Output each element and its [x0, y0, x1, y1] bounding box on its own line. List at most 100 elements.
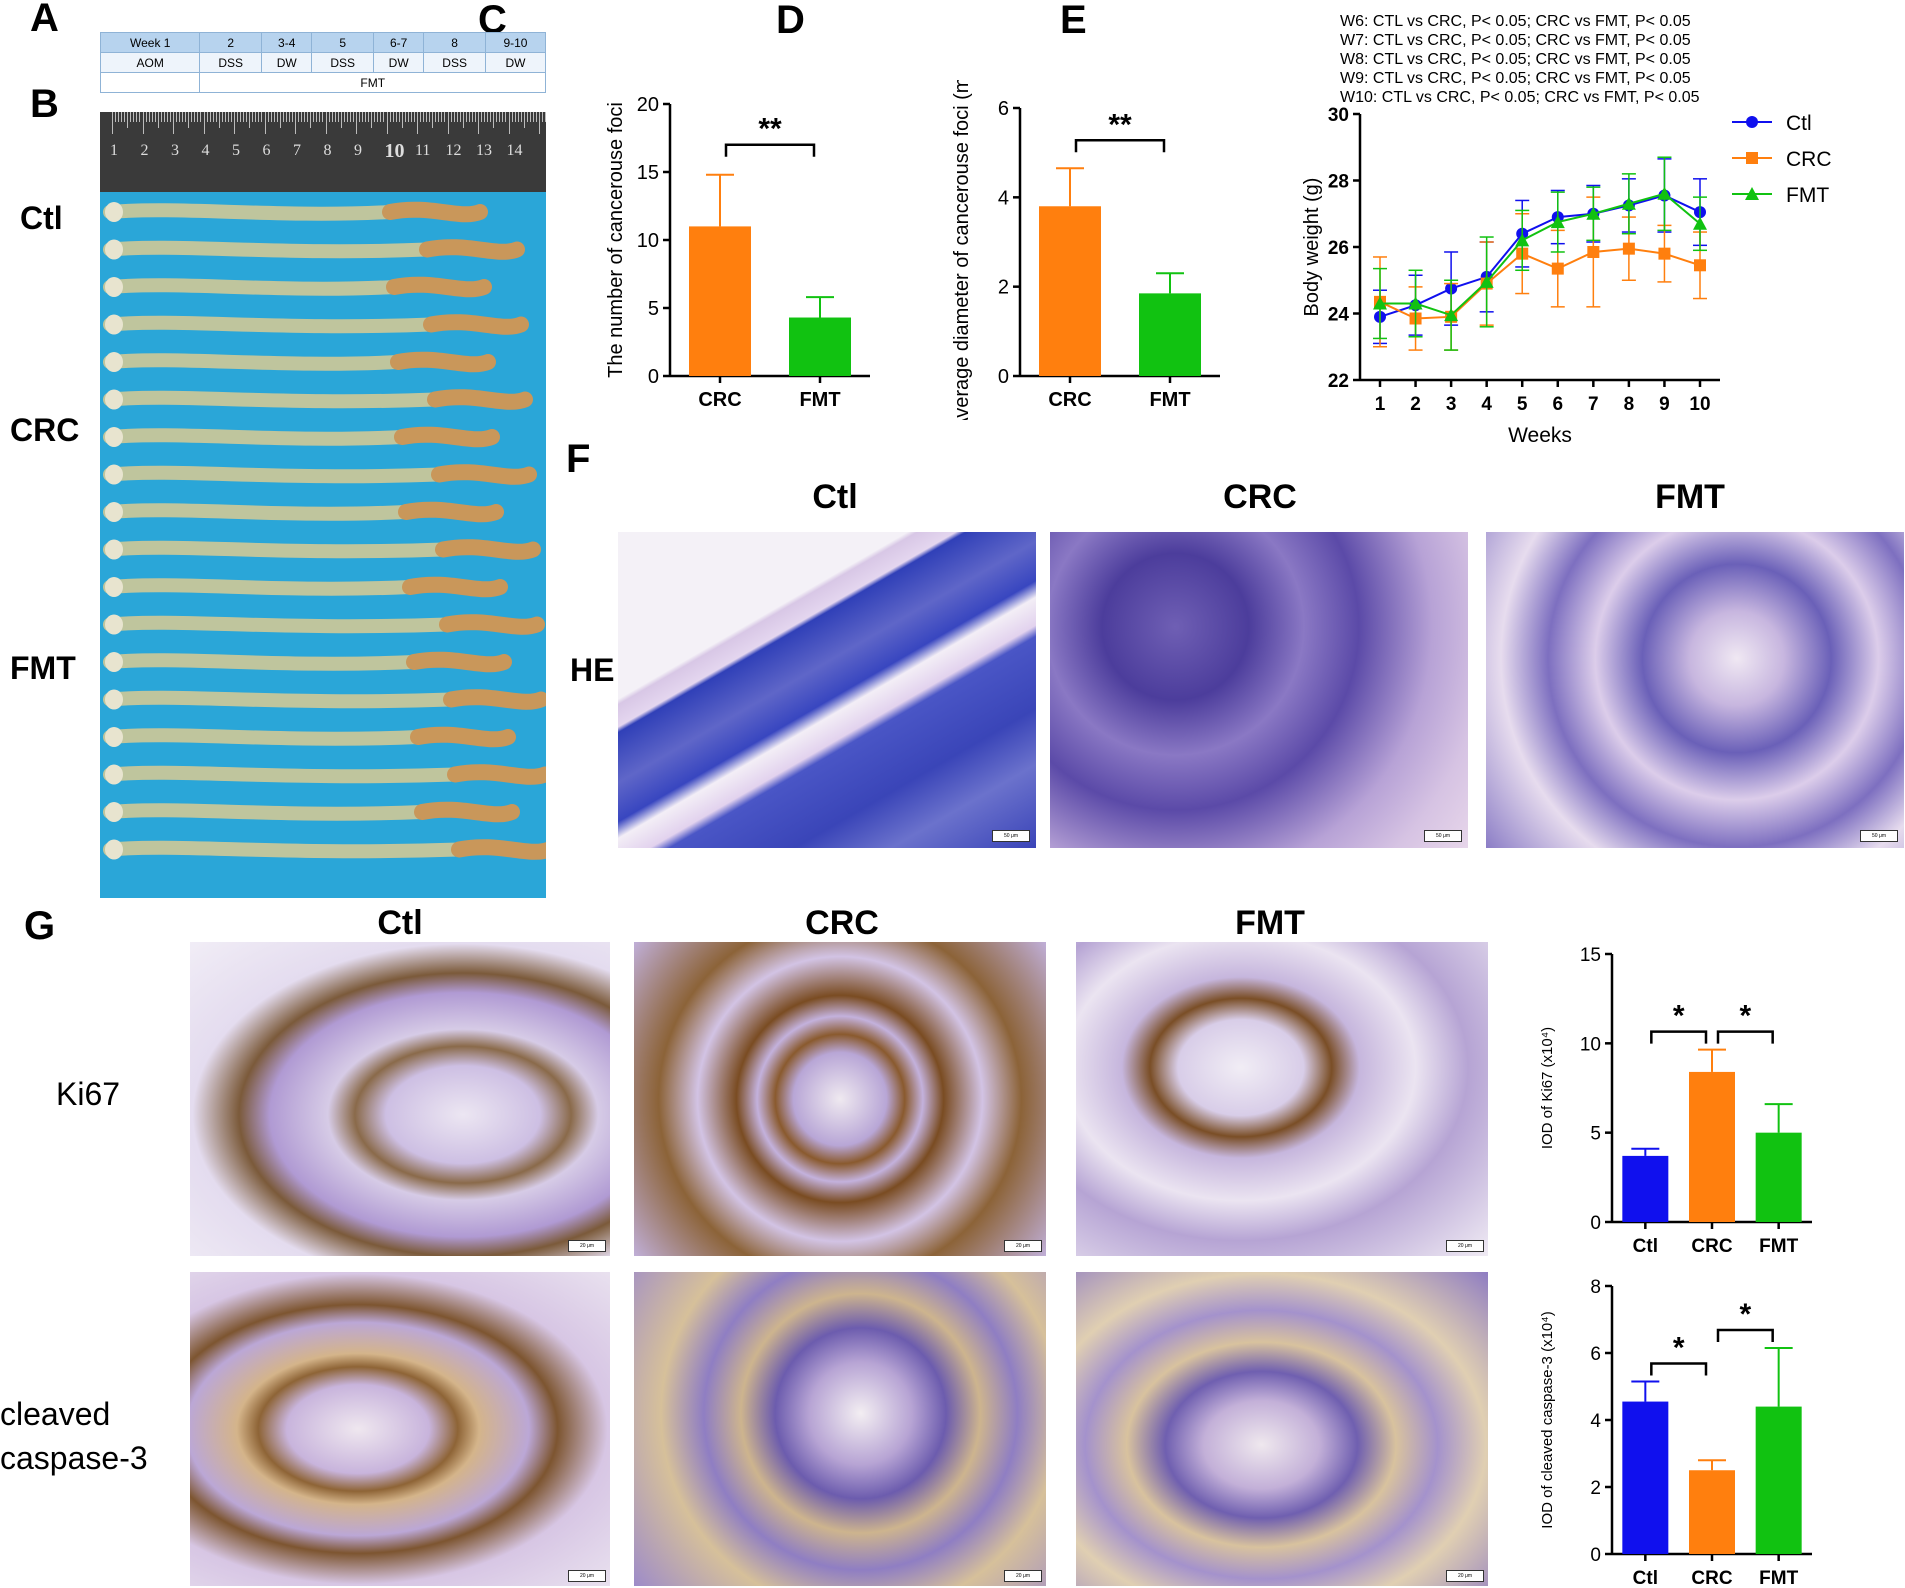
data-point — [1657, 186, 1672, 200]
ruler-tick — [331, 112, 333, 122]
colon-cecum-end — [105, 202, 123, 222]
colon-tumor-region — [427, 389, 533, 410]
ihc-scale-bar: 20 μm — [568, 1570, 606, 1582]
ruler-tick — [173, 112, 174, 134]
x-tick-label: 7 — [1588, 394, 1599, 415]
ruler-tick — [535, 112, 537, 122]
colon-specimen — [103, 203, 397, 221]
y-tick-label: 20 — [637, 94, 659, 116]
chart-cancerous-foci-diameter: 0 2 4 6 CRC FMT Average diameter of cancerouse… — [951, 80, 1220, 420]
he-image-fmt: 50 μm — [1486, 532, 1904, 848]
colon-cecum-end — [105, 239, 123, 260]
ruler-tick — [346, 112, 348, 122]
ruler-tick — [230, 112, 232, 122]
ruler-tick — [282, 112, 284, 122]
ruler-tick — [276, 112, 278, 122]
ruler-tick — [465, 112, 467, 122]
colon-tumor-region — [382, 201, 488, 223]
y-tick-label: 24 — [1328, 305, 1350, 326]
x-tick-label: 4 — [1481, 394, 1492, 415]
x-tick-label: FMT — [1759, 1568, 1798, 1588]
data-point — [1587, 245, 1600, 258]
group-label-crc: CRC — [10, 412, 80, 448]
x-tick-label: 9 — [1659, 394, 1670, 415]
data-point — [1745, 187, 1759, 200]
he-image-crc: 50 μm — [1050, 532, 1468, 848]
ruler-tick — [273, 112, 275, 122]
ruler-tick — [508, 112, 510, 134]
y-tick-label: 6 — [998, 98, 1009, 120]
ruler-tick — [398, 112, 400, 122]
data-point — [1694, 259, 1706, 272]
data-point — [1551, 262, 1564, 275]
colon-cecum-end — [105, 314, 123, 335]
colon-cecum-end — [105, 802, 123, 822]
ruler-tick — [505, 112, 507, 122]
schedule-week-cell: 8 — [423, 32, 486, 53]
y-tick-label: 4 — [998, 187, 1009, 209]
significance-bracket — [1650, 1362, 1708, 1376]
ruler-tick — [142, 112, 144, 134]
significance-label: * — [1673, 1331, 1685, 1364]
ruler-tick — [423, 112, 425, 122]
colon-cecum-end — [105, 352, 123, 372]
annotation-line: W7: CTL vs CRC, P< 0.05; CRC vs FMT, P< … — [1340, 32, 1691, 49]
schedule-treatment-cell: DSS — [423, 52, 486, 73]
ruler-tick — [517, 112, 519, 122]
ruler-tick — [264, 112, 266, 134]
colon-cecum-end — [105, 689, 123, 710]
ruler-tick — [166, 112, 168, 122]
ruler-tick — [487, 112, 489, 122]
ruler-tick — [179, 112, 181, 122]
colon-tumor-region — [386, 276, 492, 298]
ruler-tick — [252, 112, 254, 122]
ruler-tick — [249, 112, 251, 128]
ruler-tick — [285, 112, 287, 122]
colon-specimen — [103, 503, 413, 521]
ruler-tick — [212, 112, 214, 122]
series-line — [1379, 247, 1701, 320]
series-line — [1379, 194, 1701, 318]
y-tick-label: 22 — [1328, 371, 1349, 392]
schedule-treatment-cell: DW — [484, 52, 547, 73]
ruler-tick — [526, 112, 528, 122]
ruler-tick — [444, 112, 446, 122]
ruler-tick — [456, 112, 458, 122]
schedule-intervention-row: FMT — [99, 72, 546, 93]
ruler-tick — [365, 112, 367, 122]
ruler-tick — [188, 112, 190, 128]
he-scale-bar: 50 μm — [1860, 830, 1898, 842]
ruler-tick — [185, 112, 187, 122]
y-tick-label: 5 — [648, 298, 659, 320]
colon-specimen — [103, 578, 417, 596]
y-tick-label: 30 — [1328, 105, 1349, 126]
colon-tumor-region — [398, 501, 504, 523]
colon-specimen — [103, 615, 454, 634]
colon-specimen — [103, 465, 446, 484]
ruler-tick — [377, 112, 379, 122]
y-tick-label: 6 — [1590, 1344, 1601, 1365]
schedule-treatment-cell: DSS — [199, 52, 263, 73]
colon-specimen — [103, 728, 425, 746]
data-point — [1586, 206, 1601, 220]
y-tick-label: 28 — [1328, 172, 1349, 193]
ruler-number: 13 — [476, 142, 492, 159]
ruler-tick — [243, 112, 245, 122]
ruler-tick — [270, 112, 272, 122]
colon-tumor-region — [451, 839, 546, 860]
chart-cancerous-foci-number: 0 5 10 15 20 CRC FMT The number of cancerouse f… — [605, 94, 870, 411]
he-row-label: HE — [570, 652, 615, 688]
bar — [1689, 1071, 1735, 1222]
colon-tumor-region — [410, 726, 516, 748]
colon-specimen-photo: 1 2 3 4 5 6 7 8 9 10 11 12 13 14 — [100, 112, 546, 898]
annotation-line: W8: CTL vs CRC, P< 0.05; CRC vs FMT, P< … — [1340, 51, 1691, 68]
schedule-intervention-cell: FMT — [199, 72, 546, 93]
ruler-tick — [127, 112, 129, 128]
x-tick-label: 3 — [1446, 394, 1457, 415]
ruler-number: 14 — [506, 142, 523, 159]
ruler-tick — [386, 112, 388, 134]
panel-label-f: F — [566, 437, 591, 481]
data-point — [1746, 152, 1758, 164]
ruler-tick — [209, 112, 211, 122]
colon-tumor-region — [414, 801, 520, 823]
